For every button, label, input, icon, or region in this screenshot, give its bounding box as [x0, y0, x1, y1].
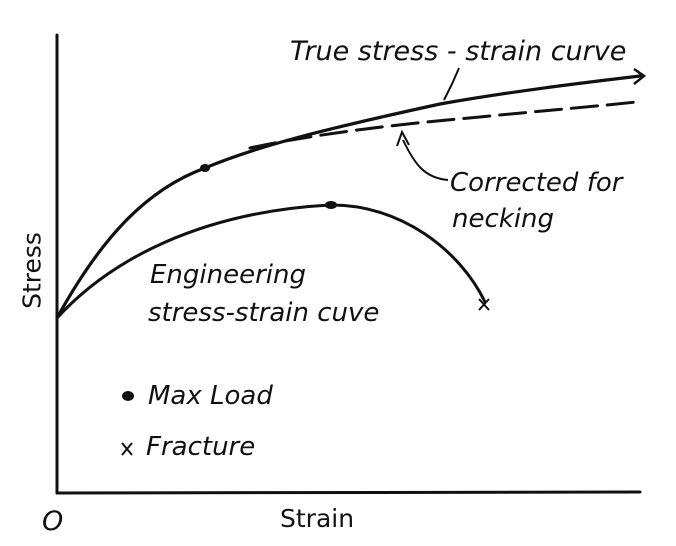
- x-axis-label: Strain: [280, 504, 355, 533]
- max-load-marker-true: [200, 164, 210, 172]
- corrected-leader-arrowhead: [396, 129, 410, 147]
- corrected-label-line2: necking: [452, 204, 555, 234]
- true-curve-end-marker: [633, 67, 647, 85]
- max-load-marker-engineering: [325, 201, 337, 209]
- x-axis: [55, 490, 642, 495]
- corrected-curve-leader: [402, 139, 449, 181]
- legend-max-load-dot: [122, 391, 134, 401]
- legend-max-load-label: Max Load: [148, 381, 273, 411]
- legend-fracture-label: Fracture: [146, 432, 256, 462]
- legend-fracture-x: [121, 442, 133, 456]
- fracture-marker-engineering: [478, 298, 490, 311]
- engineering-stress-strain-curve: [55, 203, 487, 320]
- true-curve-leader: [443, 67, 460, 101]
- true-curve-label: True stress - strain curve: [290, 36, 627, 67]
- origin-label: O: [42, 506, 64, 537]
- corrected-for-necking-curve: [248, 100, 638, 150]
- y-axis-label: Stress: [17, 232, 47, 309]
- engineering-label-line2: stress-strain cuve: [148, 298, 380, 328]
- corrected-label-line1: Corrected for: [450, 168, 623, 198]
- true-stress-strain-curve: [55, 74, 642, 320]
- engineering-label-line1: Engineering: [150, 260, 306, 290]
